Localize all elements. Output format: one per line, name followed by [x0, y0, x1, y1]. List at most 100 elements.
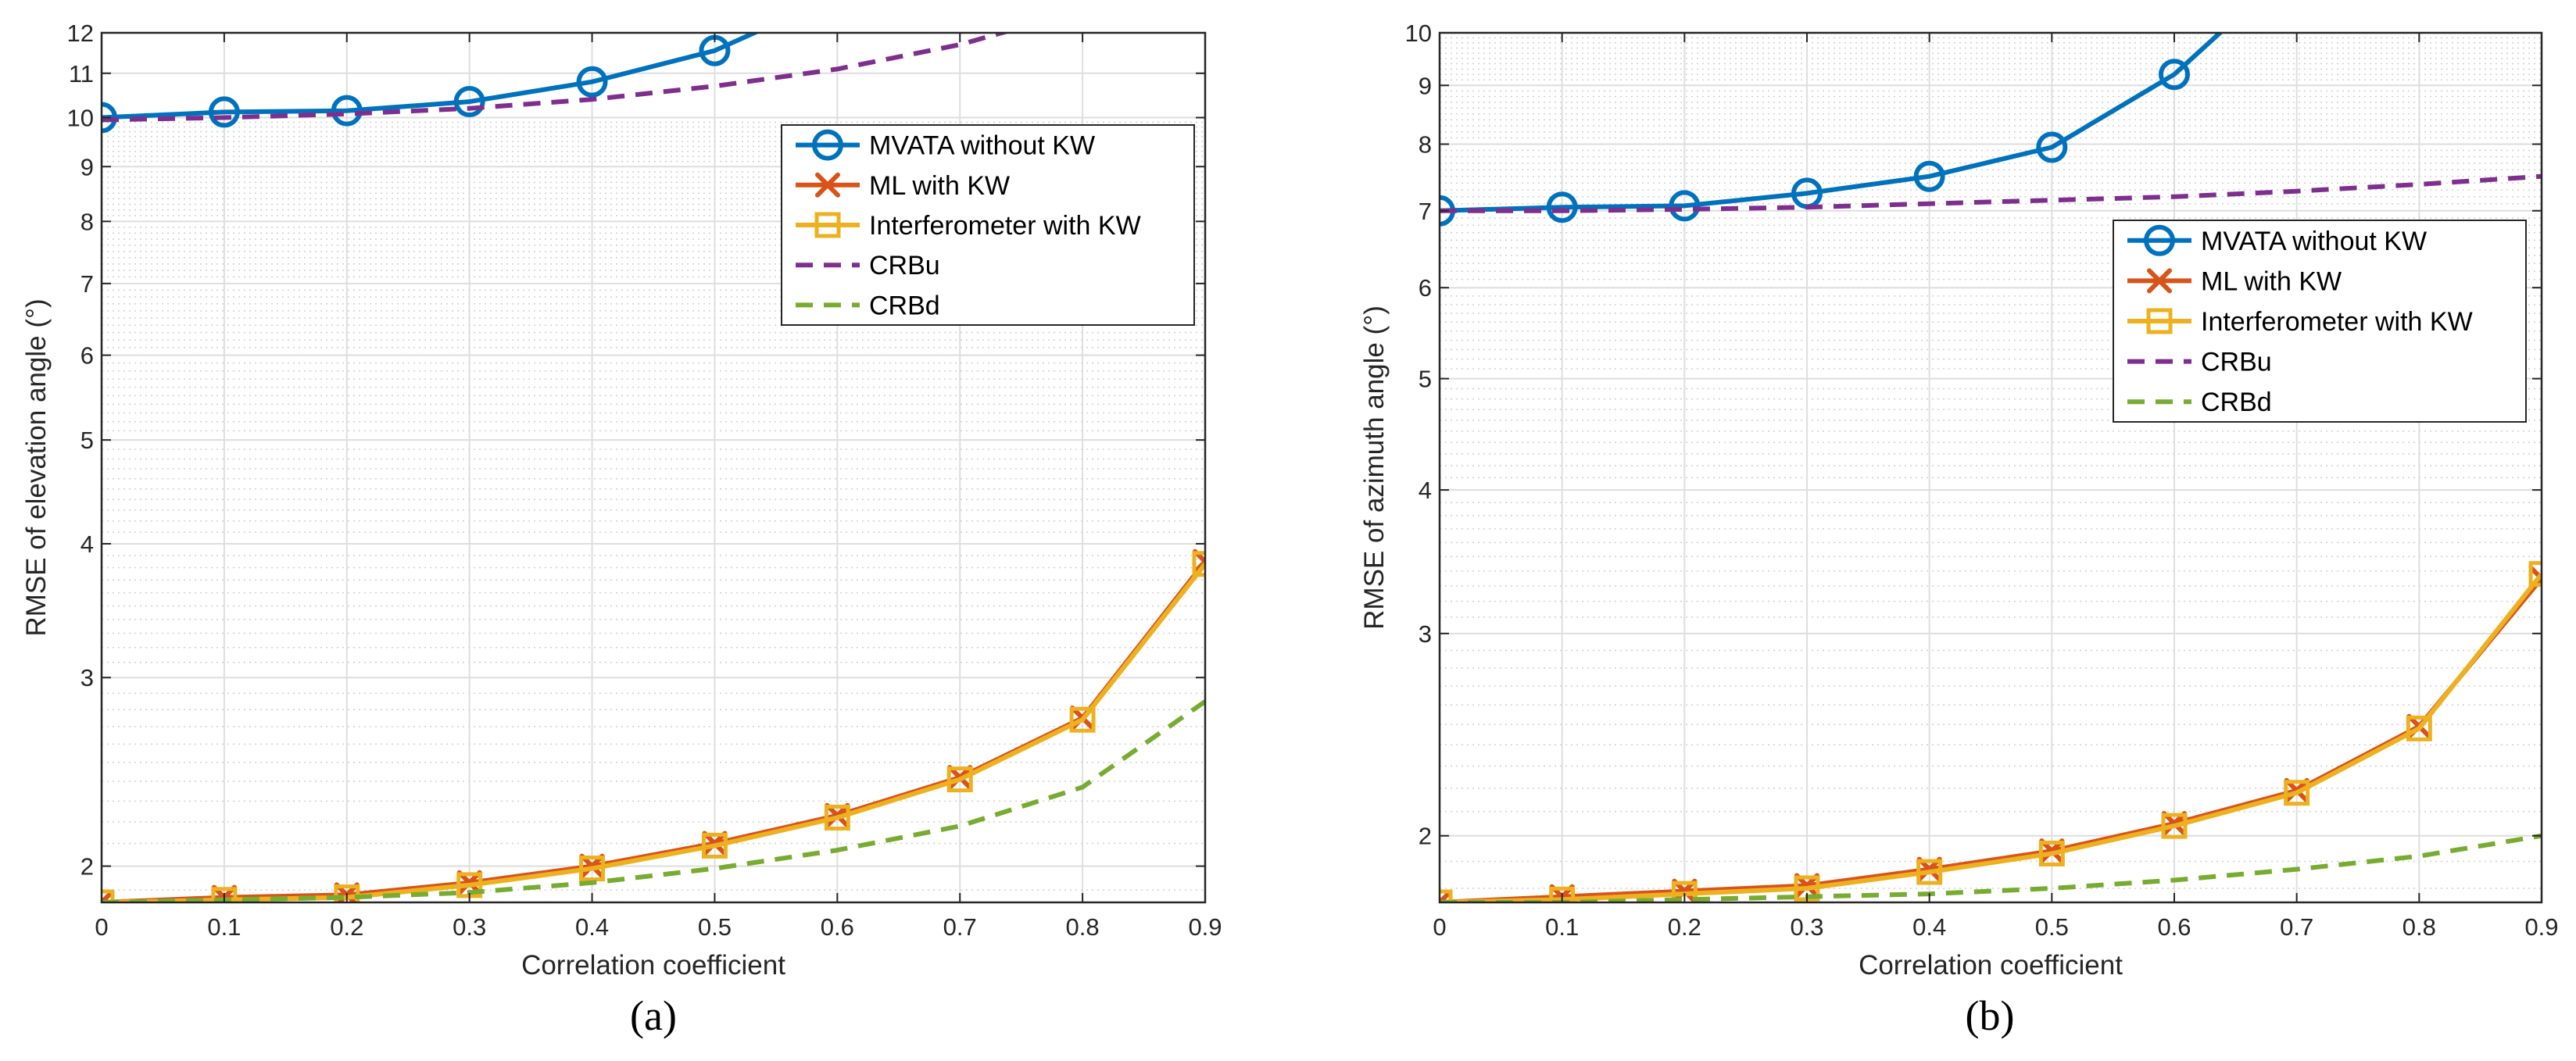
- x-tick-label: 0: [1433, 913, 1446, 941]
- series-marker-0: [1913, 160, 1945, 192]
- series-marker-0: [453, 86, 485, 118]
- series-line-0: [102, 33, 760, 120]
- x-tick-label: 0.6: [2157, 913, 2191, 941]
- x-axis-label: Correlation coefficient: [1859, 950, 2123, 981]
- series-line-3: [1440, 173, 2542, 213]
- y-tick-label: 5: [80, 427, 94, 454]
- caption-b: (b): [1966, 992, 2015, 1039]
- legend-marker-2: [2146, 308, 2173, 334]
- legend-label-4: CRBd: [2201, 388, 2272, 417]
- y-axis-label: RMSE of elevation angle (°): [21, 298, 52, 636]
- legend-label-1: ML with KW: [2201, 266, 2342, 296]
- series-marker-0: [2036, 131, 2068, 163]
- y-tick-label: 7: [1419, 198, 1432, 225]
- series-marker-0: [576, 66, 608, 98]
- series-marker-2: [2406, 715, 2432, 741]
- y-tick-label: 2: [80, 853, 94, 881]
- legend-label-3: CRBu: [2201, 348, 2272, 377]
- series-marker-2: [701, 832, 728, 859]
- y-tick-label: 9: [1419, 72, 1432, 99]
- x-tick-label: 0.3: [453, 913, 486, 941]
- series-marker-0: [331, 95, 363, 127]
- series-marker-2: [1671, 881, 1698, 902]
- chart-elevation: 0 0.1 0.2 0.3 0.4 0.5 0.6 0.7 0.8 0.9 2 3 4 5 6 7 8 9 10 11…: [21, 20, 1222, 981]
- x-tick-label: 0.6: [821, 913, 854, 941]
- y-tick-label: 11: [69, 60, 94, 88]
- x-tick-label: 0.3: [1790, 913, 1823, 941]
- series-marker-2: [1916, 859, 1943, 885]
- series-marker-2: [1549, 886, 1576, 902]
- legend-label-4: CRBd: [869, 291, 940, 320]
- series-marker-2: [579, 856, 606, 882]
- series-marker-2: [1192, 551, 1205, 577]
- x-tick-label: 0.5: [2035, 913, 2069, 941]
- x-tick-label: 0.4: [575, 913, 609, 941]
- y-axis-label: RMSE of azimuth angle (°): [1359, 305, 1390, 630]
- series-marker-2: [2284, 780, 2310, 806]
- series-group: [1440, 33, 2542, 902]
- legend-marker-1: [815, 172, 840, 198]
- series-marker-1: [1440, 890, 1452, 902]
- y-tick-label: 9: [80, 153, 94, 180]
- y-tick-label: 8: [1419, 130, 1432, 158]
- y-tick-label: 6: [1419, 274, 1432, 302]
- y-tick-label: 3: [1419, 620, 1432, 648]
- y-tick-label: 10: [1405, 20, 1432, 47]
- series-marker-2: [2528, 561, 2542, 588]
- series-marker-0: [1546, 191, 1578, 223]
- series-marker-2: [2161, 813, 2188, 839]
- y-tick-label: 3: [80, 664, 94, 691]
- series-marker-2: [211, 887, 238, 902]
- y-tick-label: 4: [80, 530, 94, 558]
- legend: MVATA without KW ML with KW Interferometer…: [781, 124, 1195, 326]
- x-tick-label: 0.2: [330, 913, 363, 941]
- series-marker-2: [1069, 706, 1096, 733]
- series-marker-2: [824, 804, 850, 831]
- x-axis-label: Correlation coefficient: [521, 950, 785, 981]
- legend-label-1: ML with KW: [869, 171, 1010, 201]
- y-tick-label: 10: [67, 105, 94, 132]
- series-line-2: [1440, 572, 2542, 902]
- chart-azimuth: 0 0.1 0.2 0.3 0.4 0.5 0.6 0.7 0.8 0.9 2 3 4 5 6 7 8 9 10 Co…: [1359, 20, 2559, 981]
- series-group: [102, 33, 1205, 902]
- y-tick-label: 6: [80, 342, 94, 370]
- y-tick-label: 2: [1419, 823, 1432, 850]
- caption-a: (a): [630, 992, 677, 1039]
- x-tick-label: 0.1: [1545, 913, 1579, 941]
- x-tick-label: 0.4: [1912, 913, 1946, 941]
- series-marker-2: [2038, 840, 2065, 866]
- legend-marker-2: [814, 212, 841, 238]
- legend-label-0: MVATA without KW: [869, 131, 1095, 161]
- legend-marker-0: [812, 129, 843, 161]
- ticks: 0 0.1 0.2 0.3 0.4 0.5 0.6 0.7 0.8 0.9 2 3 4 5 6 7 8 9 10: [1405, 20, 2559, 941]
- legend-label-0: MVATA without KW: [2201, 227, 2427, 256]
- series-line-0: [1440, 33, 2224, 213]
- legend-label-2: Interferometer with KW: [2201, 307, 2473, 337]
- x-tick-label: 0.9: [2524, 913, 2558, 941]
- x-tick-label: 0: [95, 913, 108, 941]
- series-line-3: [102, 33, 1011, 123]
- series-marker-1: [102, 890, 114, 902]
- x-tick-label: 0.2: [1668, 913, 1701, 941]
- series-marker-0: [2159, 59, 2190, 91]
- x-tick-label: 0.8: [1066, 913, 1100, 941]
- y-tick-label: 12: [67, 20, 94, 47]
- y-tick-label: 7: [80, 270, 94, 298]
- legend: MVATA without KW ML with KW Interferometer…: [2113, 220, 2527, 423]
- y-tick-label: 8: [80, 208, 94, 235]
- x-tick-label: 0.1: [207, 913, 241, 941]
- x-tick-label: 0.7: [943, 913, 977, 941]
- axes-box: [100, 31, 1207, 904]
- legend-marker-0: [2144, 224, 2175, 256]
- series-marker-0: [1669, 190, 1701, 222]
- ticks: 0 0.1 0.2 0.3 0.4 0.5 0.6 0.7 0.8 0.9 2 3 4 5 6 7 8 9 10 11…: [67, 20, 1222, 941]
- legend-label-3: CRBu: [869, 251, 940, 280]
- x-tick-label: 0.9: [1188, 913, 1222, 941]
- axes-box: [1438, 31, 2543, 904]
- x-tick-label: 0.5: [698, 913, 732, 941]
- y-tick-label: 4: [1419, 477, 1432, 504]
- series-line-4: [102, 699, 1205, 902]
- series-line-4: [1440, 833, 2542, 902]
- x-tick-label: 0.7: [2280, 913, 2313, 941]
